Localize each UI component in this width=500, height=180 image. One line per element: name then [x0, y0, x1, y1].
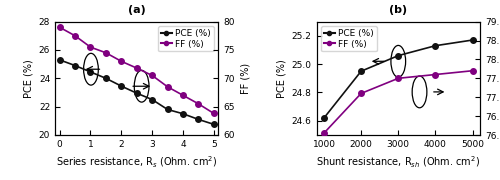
FF (%) — [103, 52, 109, 54]
FF (%) — [149, 74, 155, 76]
PCE (%) — [118, 85, 124, 87]
PCE (%) — [164, 108, 170, 111]
PCE (%) — [149, 98, 155, 101]
X-axis label: Shunt resistance, R$_{sh}$ (Ohm. cm$^2$): Shunt resistance, R$_{sh}$ (Ohm. cm$^2$) — [316, 154, 480, 170]
PCE (%) — [196, 118, 202, 120]
Legend: PCE (%), FF (%): PCE (%), FF (%) — [158, 26, 214, 51]
FF (%) — [180, 94, 186, 96]
FF (%) — [432, 73, 438, 76]
FF (%) — [396, 77, 402, 79]
PCE (%) — [103, 77, 109, 79]
FF (%) — [118, 60, 124, 62]
PCE (%) — [211, 123, 217, 125]
Y-axis label: FF (%): FF (%) — [240, 63, 250, 94]
Line: PCE (%): PCE (%) — [57, 57, 216, 127]
FF (%) — [358, 92, 364, 94]
PCE (%) — [358, 70, 364, 72]
Line: FF (%): FF (%) — [321, 68, 476, 136]
FF (%) — [321, 132, 327, 134]
FF (%) — [164, 86, 170, 88]
Line: PCE (%): PCE (%) — [321, 37, 476, 121]
PCE (%) — [321, 117, 327, 119]
FF (%) — [211, 112, 217, 114]
Title: (b): (b) — [389, 5, 407, 15]
PCE (%) — [470, 39, 476, 41]
FF (%) — [196, 103, 202, 105]
Y-axis label: PCE (%): PCE (%) — [23, 59, 33, 98]
FF (%) — [72, 35, 78, 37]
X-axis label: Series resistance, R$_s$ (Ohm. cm$^2$): Series resistance, R$_s$ (Ohm. cm$^2$) — [56, 154, 218, 170]
PCE (%) — [88, 71, 94, 73]
PCE (%) — [396, 55, 402, 57]
PCE (%) — [72, 64, 78, 67]
PCE (%) — [56, 59, 62, 61]
FF (%) — [134, 67, 140, 69]
Legend: PCE (%), FF (%): PCE (%), FF (%) — [321, 26, 376, 51]
Line: FF (%): FF (%) — [57, 24, 216, 116]
PCE (%) — [432, 45, 438, 47]
PCE (%) — [134, 92, 140, 94]
Y-axis label: PCE (%): PCE (%) — [276, 59, 286, 98]
PCE (%) — [180, 113, 186, 115]
FF (%) — [88, 46, 94, 48]
FF (%) — [56, 26, 62, 28]
FF (%) — [470, 70, 476, 72]
Title: (a): (a) — [128, 5, 146, 15]
